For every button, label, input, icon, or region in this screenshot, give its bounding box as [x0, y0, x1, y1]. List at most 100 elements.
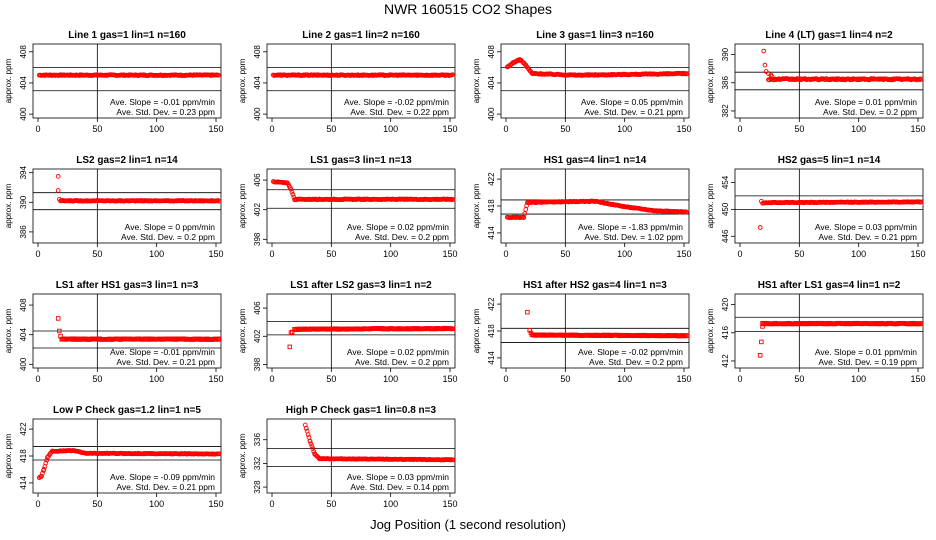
- panel-title: Line 3 gas=1 lin=3 n=160: [536, 30, 654, 41]
- y-tick-label: 414: [19, 476, 28, 490]
- data-point: [684, 333, 690, 338]
- slope-annotation: Ave. Slope = -0.02 ppm/min: [344, 97, 449, 107]
- x-tick-label: 100: [149, 374, 164, 384]
- data-point: [288, 186, 294, 192]
- data-point: [760, 200, 765, 206]
- plot-frame: [32, 43, 222, 119]
- data-point: [769, 74, 775, 79]
- x-tick-label: 150: [910, 249, 925, 259]
- x-tick-label: 100: [617, 374, 632, 384]
- y-axis-label: approx. ppm: [4, 183, 13, 228]
- plot-frame: [32, 168, 222, 244]
- x-tick-label: 0: [35, 124, 40, 134]
- panel-9: LS1 after LS2 gas=3 lin=1 n=2 0 50 100 150 39…: [238, 280, 458, 384]
- data-point: [41, 466, 47, 472]
- data-point: [523, 207, 529, 212]
- data-point: [55, 188, 61, 193]
- x-tick-label: 100: [383, 374, 398, 384]
- y-tick-label: 402: [253, 202, 262, 216]
- x-tick-label: 50: [794, 374, 804, 384]
- x-tick-label: 0: [737, 374, 742, 384]
- y-tick-label: 422: [487, 172, 496, 186]
- data-point: [289, 189, 295, 195]
- panel-title: LS1 after LS2 gas=3 lin=1 n=2: [290, 280, 432, 291]
- figure-title: NWR 160515 CO2 Shapes: [383, 1, 553, 17]
- x-tick-label: 50: [560, 124, 570, 134]
- x-tick-label: 50: [794, 249, 804, 259]
- data-point: [289, 329, 295, 335]
- figure-x-axis-label: Jog Position (1 second resolution): [370, 517, 566, 532]
- std-dev-annotation: Ave. Std. Dev. = 0.19 ppm: [818, 357, 917, 367]
- y-tick-label: 412: [721, 354, 730, 368]
- x-tick-label: 100: [383, 249, 398, 259]
- x-tick-label: 150: [208, 249, 223, 259]
- slope-annotation: Ave. Slope = 0.01 ppm/min: [815, 97, 917, 107]
- data-point: [528, 330, 534, 336]
- data-point: [527, 328, 532, 333]
- plot-frame: [500, 43, 690, 119]
- data-point: [216, 451, 222, 457]
- y-tick-label: 328: [253, 480, 262, 494]
- slope-annotation: Ave. Slope = 0.03 ppm/min: [347, 472, 449, 482]
- panel-2: Line 3 gas=1 lin=3 n=160 0 50 100 150 400 404 4…: [472, 30, 692, 134]
- plot-frame: [266, 43, 456, 119]
- data-point: [450, 326, 456, 331]
- y-tick-label: 422: [19, 422, 28, 436]
- x-tick-label: 100: [149, 499, 164, 509]
- x-tick-label: 100: [149, 124, 164, 134]
- x-tick-label: 100: [383, 499, 398, 509]
- x-tick-label: 150: [676, 374, 691, 384]
- x-tick-label: 150: [442, 499, 457, 509]
- data-point: [450, 72, 455, 78]
- plot-frame: [266, 168, 456, 244]
- y-tick-label: 414: [487, 351, 496, 365]
- x-tick-label: 0: [503, 374, 508, 384]
- x-tick-label: 150: [208, 374, 223, 384]
- data-point: [217, 336, 222, 342]
- y-axis-label: approx. ppm: [238, 308, 247, 353]
- plot-frame: [734, 168, 924, 244]
- data-point: [918, 76, 924, 82]
- panel-title: LS1 after HS1 gas=3 lin=1 n=3: [56, 280, 199, 291]
- data-point: [216, 198, 222, 204]
- slope-annotation: Ave. Slope = 0.01 ppm/min: [815, 347, 917, 357]
- x-tick-label: 50: [92, 499, 102, 509]
- y-tick-label: 408: [487, 45, 496, 59]
- std-dev-annotation: Ave. Std. Dev. = 0.2 ppm: [121, 232, 215, 242]
- std-dev-annotation: Ave. Std. Dev. = 0.23 ppm: [116, 107, 215, 117]
- y-axis-label: approx. ppm: [472, 58, 481, 103]
- slope-annotation: Ave. Slope = -0.01 ppm/min: [110, 347, 215, 357]
- x-tick-label: 0: [269, 374, 274, 384]
- data-point: [290, 192, 296, 197]
- data-point: [216, 72, 221, 78]
- std-dev-annotation: Ave. Std. Dev. = 0.21 ppm: [116, 357, 215, 367]
- y-axis-label: approx. ppm: [706, 183, 715, 228]
- panel-title: Line 4 (LT) gas=1 lin=4 n=2: [765, 30, 893, 41]
- panel-title: Low P Check gas=1.2 lin=1 n=5: [53, 405, 201, 416]
- x-tick-label: 100: [851, 374, 866, 384]
- panel-title: HS2 gas=5 lin=1 n=14: [778, 155, 881, 166]
- y-tick-label: 390: [721, 47, 730, 61]
- y-tick-label: 420: [721, 297, 730, 311]
- x-tick-label: 150: [442, 374, 457, 384]
- y-tick-label: 404: [487, 76, 496, 90]
- x-tick-label: 150: [676, 124, 691, 134]
- y-tick-label: 404: [253, 76, 262, 90]
- y-tick-label: 382: [721, 104, 730, 118]
- data-point: [307, 438, 313, 444]
- x-tick-label: 0: [35, 499, 40, 509]
- std-dev-annotation: Ave. Std. Dev. = 0.2 ppm: [589, 357, 683, 367]
- y-tick-label: 450: [721, 202, 730, 216]
- panel-title: LS2 gas=2 lin=1 n=14: [76, 155, 178, 166]
- slope-annotation: Ave. Slope = -0.09 ppm/min: [110, 472, 215, 482]
- y-axis-label: approx. ppm: [472, 308, 481, 353]
- std-dev-annotation: Ave. Std. Dev. = 1.02 ppm: [584, 232, 683, 242]
- y-tick-label: 386: [721, 76, 730, 90]
- x-tick-label: 0: [503, 249, 508, 259]
- y-tick-label: 418: [487, 199, 496, 213]
- data-point: [57, 328, 62, 334]
- data-point: [57, 196, 62, 202]
- slope-annotation: Ave. Slope = 0.03 ppm/min: [815, 222, 917, 232]
- data-point: [918, 321, 924, 326]
- x-tick-label: 150: [208, 124, 223, 134]
